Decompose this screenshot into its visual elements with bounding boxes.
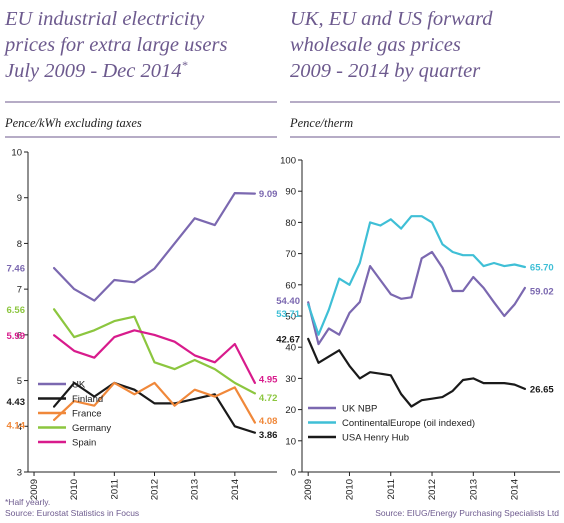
right-series-line-usa-henry-hub — [307, 337, 527, 408]
right-y-ticks: 0 10 20 30 40 50 60 70 80 90 100 — [280, 156, 302, 479]
left-end-value-label: 3.86 — [259, 430, 278, 441]
right-title-line-1: UK, EU and US forward — [290, 8, 493, 30]
left-unit-label: Pence/kWh excluding taxes — [4, 116, 142, 130]
left-start-value-label: 6.56 — [7, 305, 26, 316]
left-series-line-france — [52, 381, 256, 424]
right-legend: UK NBP ContinentalEurope (oil indexed) USA… — [308, 404, 475, 444]
right-end-value-label: 26.65 — [530, 384, 554, 395]
right-start-value-label: 42.67 — [276, 334, 300, 345]
right-y-tick-label: 50 — [285, 312, 296, 323]
right-end-value-label: 59.02 — [530, 286, 554, 297]
left-series-line-uk — [52, 192, 256, 302]
right-x-tick-label: 2010 — [344, 479, 355, 500]
left-end-value-label: 4.72 — [259, 393, 278, 404]
left-start-value-label: 7.46 — [7, 264, 26, 275]
left-title-line-2: prices for extra large users — [3, 34, 227, 56]
left-series-line-germany — [52, 308, 256, 395]
right-series-line-continentaleurope-oil-indexed- — [307, 215, 527, 336]
right-x-ticks: 2009 2010 2011 2012 2013 2014 — [303, 472, 521, 500]
right-legend-label: USA Henry Hub — [342, 433, 409, 444]
right-y-tick-label: 30 — [285, 374, 296, 385]
left-x-tick-label: 2009 — [29, 479, 40, 500]
right-x-tick-label: 2011 — [386, 479, 397, 499]
left-legend: UK Finland France Germany Spain — [38, 380, 111, 449]
left-y-tick-label: 7 — [17, 285, 22, 296]
left-legend-label: Finland — [72, 394, 103, 405]
left-y-tick-label: 6 — [17, 330, 22, 341]
left-y-ticks: 3 4 5 6 7 8 9 10 — [11, 148, 28, 479]
left-x-tick-label: 2014 — [230, 479, 241, 500]
right-chart-panel: UK, EU and US forward wholesale gas pric… — [276, 8, 560, 518]
right-series-line-uk-nbp — [307, 250, 527, 346]
left-x-tick-label: 2011 — [109, 479, 120, 499]
right-x-tick-label: 2009 — [303, 479, 314, 500]
right-legend-label: UK NBP — [342, 404, 377, 415]
left-x-tick-label: 2013 — [190, 479, 201, 500]
left-title-line-1: EU industrial electricity — [4, 8, 205, 30]
right-x-tick-label: 2014 — [510, 479, 521, 500]
right-y-tick-label: 0 — [291, 468, 296, 479]
left-start-value-label: 4.14 — [7, 420, 26, 431]
right-unit-label: Pence/therm — [289, 116, 353, 130]
right-start-value-label: 53.71 — [276, 309, 300, 320]
right-y-tick-label: 100 — [280, 156, 296, 167]
left-legend-label: France — [72, 409, 102, 420]
left-y-tick-label: 9 — [17, 193, 22, 204]
left-y-tick-label: 3 — [17, 468, 22, 479]
left-end-value-label: 9.09 — [259, 189, 278, 200]
right-legend-label: ContinentalEurope (oil indexed) — [342, 418, 475, 429]
left-title-line-3: July 2009 - Dec 2014* — [5, 58, 187, 82]
right-title-line-3: 2009 - 2014 by quarter — [290, 60, 481, 82]
left-x-tick-label: 2010 — [69, 479, 80, 500]
left-y-tick-label: 5 — [17, 376, 22, 387]
left-end-value-label: 4.08 — [259, 416, 278, 427]
left-series-lines — [52, 192, 256, 434]
right-y-tick-label: 60 — [285, 280, 296, 291]
right-y-tick-label: 20 — [285, 405, 296, 416]
left-start-value-label: 4.43 — [7, 397, 26, 408]
right-y-tick-label: 40 — [285, 343, 296, 354]
right-y-tick-label: 90 — [285, 187, 296, 198]
left-y-tick-label: 10 — [11, 148, 22, 159]
right-end-value-label: 65.70 — [530, 263, 554, 274]
right-data-labels: 54.40 59.02 53.71 65.70 42.67 26.65 — [276, 263, 554, 396]
right-series-lines — [307, 215, 527, 408]
right-y-tick-label: 80 — [285, 218, 296, 229]
left-y-tick-label: 4 — [17, 422, 22, 433]
right-y-tick-label: 70 — [285, 249, 296, 260]
left-chart-panel: EU industrial electricity prices for ext… — [3, 8, 278, 518]
right-x-tick-label: 2012 — [427, 479, 438, 500]
left-data-labels: 7.46 9.09 4.43 3.86 4.14 4.08 6.56 4.72 5.99 4.95 — [7, 189, 279, 441]
left-legend-label: Germany — [72, 423, 111, 434]
right-source: Source: EIUG/Energy Purchasing Specialis… — [375, 508, 559, 518]
left-y-tick-label: 8 — [17, 239, 22, 250]
right-title-line-2: wholesale gas prices — [290, 34, 461, 56]
left-start-value-label: 5.99 — [7, 331, 26, 342]
right-x-tick-label: 2013 — [468, 479, 479, 500]
left-footnote: *Half yearly. — [5, 497, 50, 507]
right-start-value-label: 54.40 — [276, 296, 300, 307]
left-x-ticks: 2009 2010 2011 2012 2013 2014 — [29, 472, 241, 500]
left-series-line-spain — [52, 329, 256, 384]
left-x-tick-label: 2012 — [150, 479, 161, 500]
right-y-tick-label: 10 — [285, 436, 296, 447]
left-legend-label: UK — [72, 380, 86, 391]
left-legend-label: Spain — [72, 438, 96, 449]
left-source: Source: Eurostat Statistics in Focus — [5, 508, 139, 518]
left-series-line-finland — [52, 381, 256, 434]
left-end-value-label: 4.95 — [259, 374, 278, 385]
